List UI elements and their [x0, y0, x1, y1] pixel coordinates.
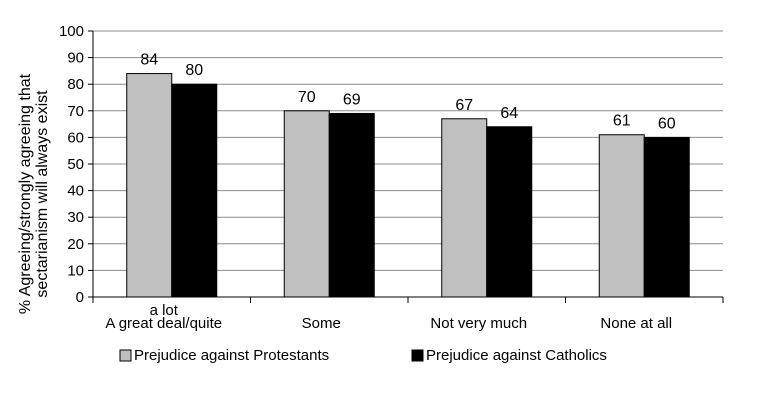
y-axis-title: % Agreeing/strongly agreeing thatsectari…: [17, 73, 51, 314]
data-label: 84: [140, 52, 158, 69]
y-tick-label: 10: [67, 262, 84, 279]
bar: [328, 112, 375, 298]
bar: [486, 126, 533, 298]
x-tick-label: Not very much: [430, 315, 527, 332]
data-label: 67: [455, 97, 473, 114]
x-tick-label: Some: [302, 315, 341, 332]
y-tick-label: 40: [67, 183, 84, 200]
bar: [643, 136, 690, 298]
y-tick-label: 80: [67, 76, 84, 93]
bar: [441, 118, 488, 298]
labels: 0 10 20 30 40 50 60 70 80 90 100 84 80 A great deal/q…: [17, 23, 676, 332]
legend-swatch: [411, 349, 424, 362]
bar: [126, 73, 173, 298]
y-tick-label: 60: [67, 129, 84, 146]
x-tick-label: A great deal/quitea lot: [105, 302, 222, 332]
x-tick-label: None at all: [600, 315, 672, 332]
bars: [126, 73, 690, 298]
bar: [171, 83, 218, 298]
data-label: 64: [500, 105, 518, 122]
axes: [88, 30, 724, 303]
legend-swatch: [119, 349, 132, 362]
legend-label: Prejudice against Protestants: [134, 347, 329, 364]
y-tick-label: 50: [67, 156, 84, 173]
bar: [598, 134, 645, 298]
y-tick-label: 70: [67, 103, 84, 120]
data-label: 80: [185, 62, 203, 79]
bar: [283, 110, 330, 298]
data-label: 70: [298, 89, 316, 106]
data-label: 69: [343, 91, 361, 108]
legend-label: Prejudice against Catholics: [426, 347, 607, 364]
data-label: 60: [658, 115, 676, 132]
y-tick-label: 20: [67, 236, 84, 253]
y-tick-label: 100: [59, 23, 84, 40]
y-tick-label: 90: [67, 50, 84, 67]
legend: Prejudice against Protestants Prejudice a…: [119, 347, 607, 364]
y-tick-label: 30: [67, 209, 84, 226]
data-label: 61: [613, 113, 631, 130]
y-tick-label: 0: [76, 289, 84, 306]
